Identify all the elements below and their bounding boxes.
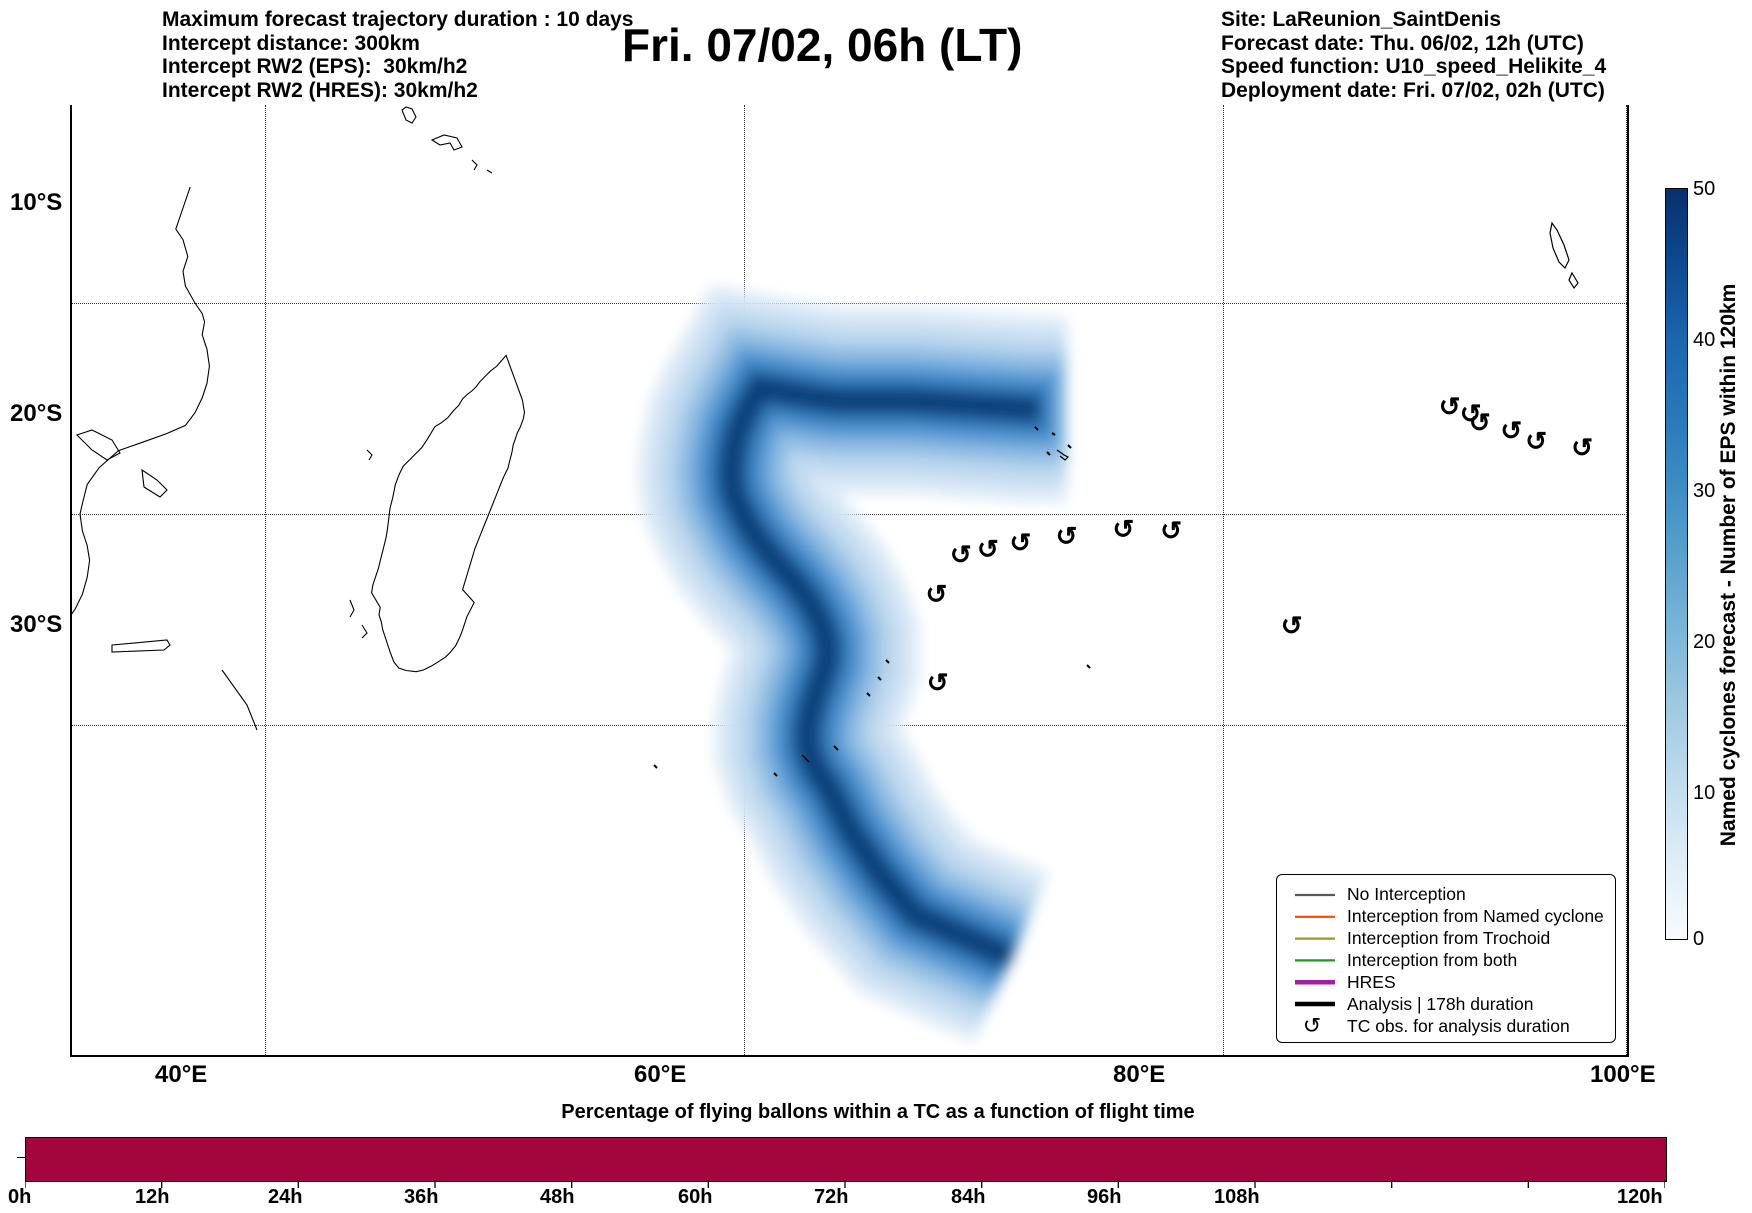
svg-text:↺: ↺ <box>1439 392 1461 422</box>
svg-text:↺: ↺ <box>1525 426 1547 456</box>
svg-text:↺: ↺ <box>1571 432 1593 462</box>
svg-text:↺: ↺ <box>1160 516 1182 546</box>
svg-text:↺: ↺ <box>1113 514 1135 544</box>
svg-text:↺: ↺ <box>926 579 948 609</box>
svg-text:↺: ↺ <box>1469 408 1491 438</box>
svg-text:↺: ↺ <box>1010 528 1032 558</box>
svg-text:↺: ↺ <box>1303 1013 1321 1038</box>
svg-text:↺: ↺ <box>1500 415 1522 445</box>
svg-text:↺: ↺ <box>927 668 949 698</box>
svg-text:↺: ↺ <box>1281 611 1303 641</box>
svg-text:↺: ↺ <box>950 540 972 570</box>
svg-text:↺: ↺ <box>1056 521 1078 551</box>
svg-text:↺: ↺ <box>977 534 999 564</box>
